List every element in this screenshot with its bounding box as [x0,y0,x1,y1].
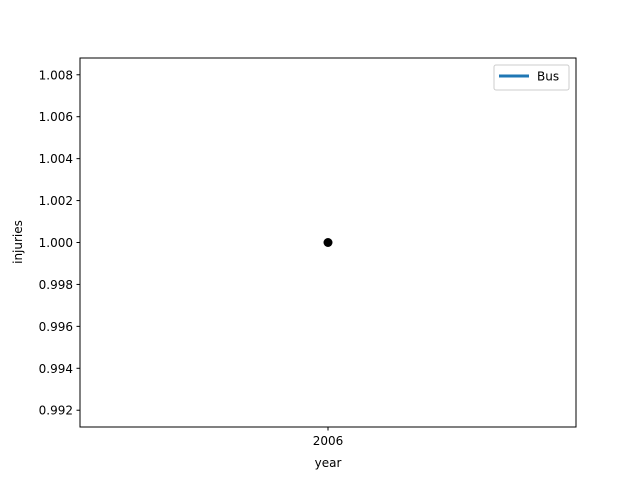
legend-label-bus: Bus [537,70,559,84]
y-tick-label: 0.998 [39,278,73,292]
y-tick-label: 0.994 [39,362,73,376]
legend: Bus [493,64,570,91]
data-point [323,238,333,247]
x-axis-ticks: 2006 [313,427,344,448]
y-tick-label: 0.996 [39,320,73,334]
y-axis-ticks: 0.992 0.994 0.996 0.998 1.000 1.002 1.004 1.006… [39,68,80,418]
x-tick-label: 2006 [313,434,344,448]
y-tick-label: 1.008 [39,68,73,82]
y-tick-label: 1.000 [39,236,73,250]
plot-frame [79,57,577,428]
y-tick-label: 1.004 [39,152,73,166]
y-axis-label: injuries [11,220,25,264]
y-tick-label: 0.992 [39,404,73,418]
x-axis-label: year [315,456,342,470]
y-tick-label: 1.002 [39,194,73,208]
series-layer [323,238,333,247]
legend-box [493,64,570,91]
y-tick-label: 1.006 [39,110,73,124]
